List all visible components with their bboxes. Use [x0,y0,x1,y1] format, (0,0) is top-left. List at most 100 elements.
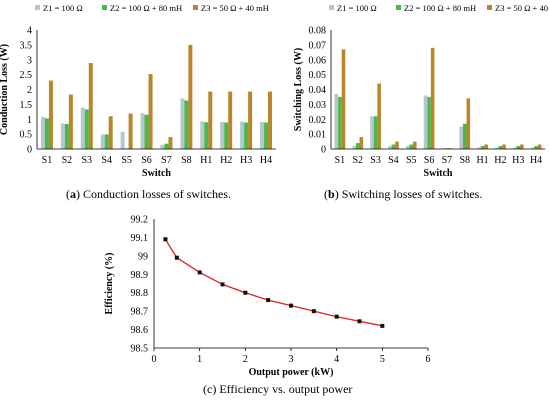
x-tick-label: S6 [424,155,435,166]
x-tick-label: S5 [406,155,417,166]
y-tick-label: 98.8 [131,288,149,299]
y-tick-label: 99.2 [131,215,149,226]
bar [208,91,213,149]
y-tick-label: 0.02 [309,115,327,126]
y-tick-label: 98.5 [131,344,149,355]
y-tick-label: 4 [27,26,32,37]
bar [459,126,463,149]
caption-b-letter: b [328,187,335,201]
x-tick-label: 2 [243,354,248,365]
data-point [174,255,179,260]
bar [128,113,133,149]
bar [108,116,113,149]
bar [409,144,414,149]
bar [373,116,378,149]
caption-b-text: Switching losses of switches. [341,187,483,201]
data-point [380,323,385,328]
bar [370,116,374,149]
bar [388,146,392,149]
y-axis-label: Conduction Loss (W) [0,44,10,135]
bar [334,93,339,149]
x-tick-label: S6 [141,155,152,166]
legend-label: Z3 = 50 Ω + 40 mH [495,3,550,13]
bar [184,100,189,149]
caption-b: (b) Switching losses of switches. [324,187,483,201]
x-tick-label: 4 [334,354,339,365]
bar [423,95,428,149]
x-tick-label: S4 [388,155,399,166]
legend-swatch [193,5,198,10]
x-tick-label: S3 [82,155,93,166]
y-tick-label: 1.5 [20,100,33,111]
x-tick-label: S3 [370,155,381,166]
bar [248,91,253,149]
x-tick-label: H4 [530,155,542,166]
bar [260,121,265,149]
y-tick-label: 0 [321,145,326,156]
y-tick-label: 1 [27,115,32,126]
bar [537,144,542,149]
bar [516,146,521,149]
caption-c: (c) Efficiency vs. output power [203,382,352,397]
x-tick-label: 5 [380,354,385,365]
data-point [334,314,339,319]
y-tick-label: 98.9 [131,270,149,281]
bar [530,147,535,149]
legend-swatch [396,5,401,10]
bar [104,134,109,149]
bar [228,91,233,149]
bar [60,123,65,149]
bar [391,144,396,149]
bar [168,137,173,149]
bar [140,113,145,149]
bar [395,141,399,149]
y-tick-label: 98.6 [131,325,149,336]
y-tick-label: 3 [27,55,32,66]
caption-c-text: (c) Efficiency vs. output power [203,382,353,396]
bar [359,137,364,149]
x-tick-label: H3 [512,155,524,166]
x-tick-label: S2 [62,155,73,166]
y-tick-label: 98.7 [131,307,149,318]
x-tick-label: H1 [200,155,212,166]
legend-label: Z2 = 100 Ω + 80 mH [404,3,476,13]
y-tick-label: 99 [138,251,148,262]
y-tick-label: 0.5 [20,130,33,141]
bar [427,96,431,149]
bar [498,146,503,149]
bar [64,124,69,149]
data-point [243,290,248,295]
x-axis-label: Output power (kW) [249,367,334,378]
bar [220,121,225,149]
y-tick-label: 2.5 [20,70,33,81]
data-point [289,303,293,308]
bar [341,49,346,149]
y-tick-label: 0.08 [309,26,327,37]
bar [160,144,165,149]
bar [520,144,524,149]
bar [268,91,273,149]
x-tick-label: S7 [161,155,172,166]
efficiency-chart: 98.5 98.6 98.7 98.8 98.9 99 99.1 99.2 0 1 2 3 4 5 6 Eff… [104,215,431,379]
efficiency-line [164,238,383,327]
x-tick-label: S1 [42,155,53,166]
bar [377,83,381,149]
bar [84,109,89,149]
bar [244,122,249,149]
bar [480,146,485,149]
bar [484,144,488,149]
x-tick-label: S5 [121,155,132,166]
y-tick-label: 0.06 [309,55,327,66]
y-tick-label: 0.07 [309,40,327,51]
data-point [197,270,202,275]
x-tick-label: S8 [459,155,470,166]
legend-label: Z3 = 50 Ω + 40 mH [201,3,269,13]
x-tick-label: H3 [240,155,252,166]
y-tick-label: 0.05 [309,70,327,81]
x-tick-label: H2 [494,155,506,166]
bar [144,114,149,149]
legend-label: Z1 = 100 Ω [337,3,377,13]
bar [80,107,85,149]
bar [164,143,169,149]
bar [44,118,49,149]
